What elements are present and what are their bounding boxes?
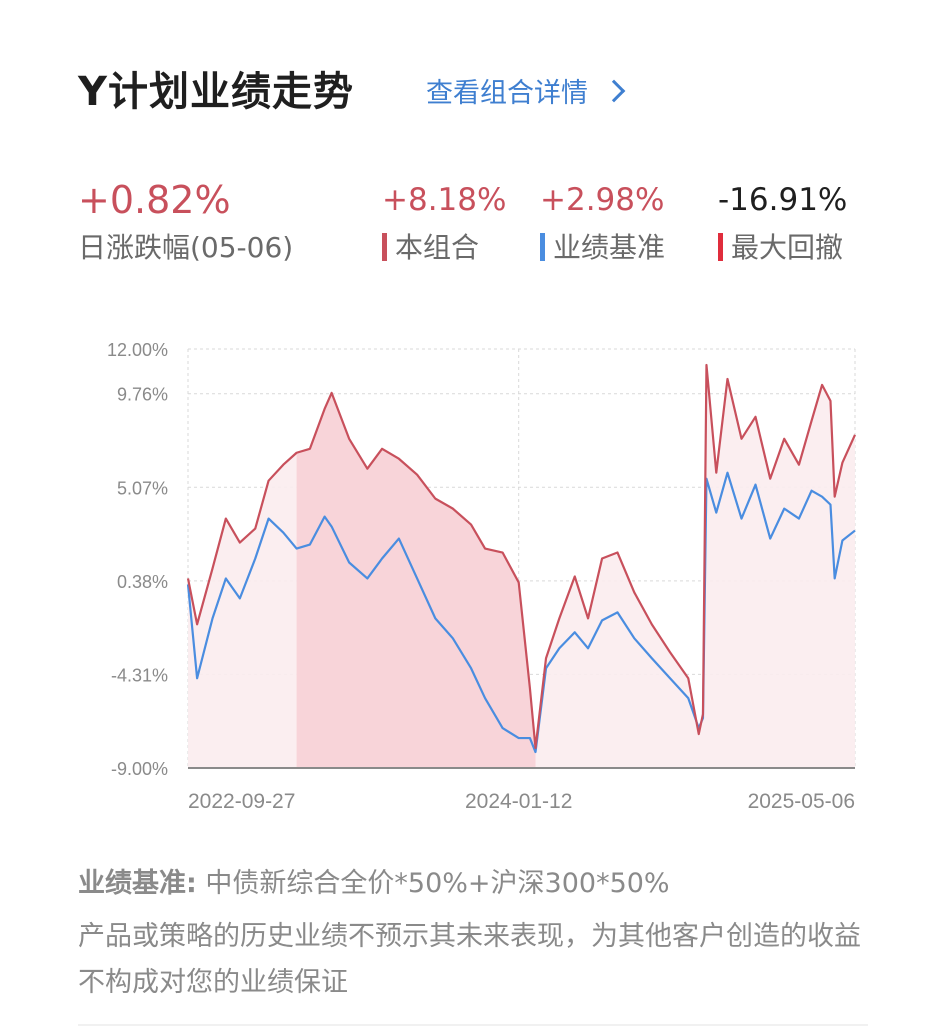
y-tick-label: 0.38% xyxy=(117,572,168,592)
y-tick-label: 9.76% xyxy=(117,385,168,405)
y-tick-label: 5.07% xyxy=(117,478,168,498)
benchmark-legend-label: 业绩基准 xyxy=(553,231,666,264)
performance-chart[interactable]: 12.00% 9.76% 5.07% 0.38% -4.31% -9.00% 2022-09… xyxy=(0,330,930,820)
portfolio-legend-label: 本组合 xyxy=(395,231,480,264)
portfolio-line[interactable] xyxy=(186,363,857,750)
x-tick-label: 2025-05-06 xyxy=(748,790,855,813)
y-tick-label: -4.31% xyxy=(111,665,168,685)
portfolio-details-link[interactable]: 查看组合详情 xyxy=(426,74,626,114)
daily-change-value: +0.82% xyxy=(78,178,231,222)
portfolio-stat: +8.18% 本组合 xyxy=(382,176,506,272)
portfolio-return-value: +8.18% xyxy=(382,182,507,218)
benchmark-line[interactable] xyxy=(186,471,856,754)
benchmark-return-value: +2.98% xyxy=(540,182,665,218)
daily-change-stat: +0.82% 日涨跌幅(05-06) xyxy=(78,176,293,272)
x-tick-label: 2022-09-27 xyxy=(188,790,295,813)
max-drawdown-region xyxy=(296,392,536,768)
benchmark-stat: +2.98% 业绩基准 xyxy=(540,176,665,272)
header: Y计划业绩走势 查看组合详情 xyxy=(78,62,858,122)
x-tick-label: 2024-01-12 xyxy=(465,790,572,813)
y-tick-label: 12.00% xyxy=(107,340,168,360)
chart-svg[interactable]: 12.00% 9.76% 5.07% 0.38% -4.31% -9.00% 2022-09… xyxy=(0,330,930,820)
benchmark-legend-marker xyxy=(540,233,545,261)
bottom-divider xyxy=(78,1024,868,1026)
daily-change-label: 日涨跌幅(05-06) xyxy=(78,231,294,264)
max-drawdown-legend-label: 最大回撤 xyxy=(731,231,844,264)
portfolio-legend-marker xyxy=(382,233,387,261)
benchmark-note-label: 业绩基准: xyxy=(78,868,197,899)
benchmark-note-value: 中债新综合全价*50%+沪深300*50% xyxy=(205,868,670,899)
max-drawdown-value: -16.91% xyxy=(718,182,848,218)
max-drawdown-stat: -16.91% 最大回撤 xyxy=(718,176,847,272)
chevron-right-icon xyxy=(602,79,626,103)
footer-notes: 业绩基准: 中债新综合全价*50%+沪深300*50% 产品或策略的历史业绩不预… xyxy=(78,862,868,1006)
stats-row: +0.82% 日涨跌幅(05-06) +8.18% 本组合 +2.98% 业绩基… xyxy=(78,176,858,276)
max-drawdown-legend-marker xyxy=(718,233,723,261)
disclaimer-text: 产品或策略的历史业绩不预示其未来表现，为其他客户创造的收益不构成对您的业绩保证 xyxy=(78,921,861,998)
page-title: Y计划业绩走势 xyxy=(78,69,354,115)
portfolio-details-label: 查看组合详情 xyxy=(426,78,588,109)
y-tick-label: -9.00% xyxy=(111,759,168,779)
